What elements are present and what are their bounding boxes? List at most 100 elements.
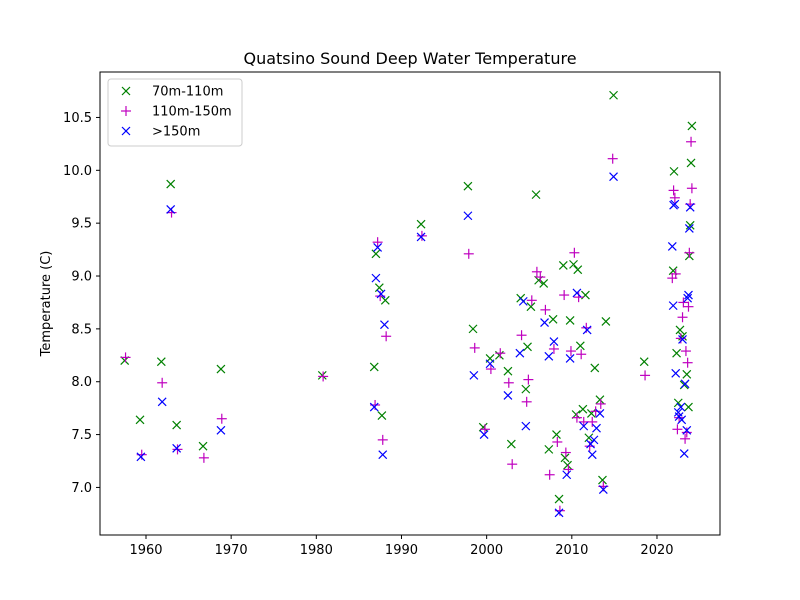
- data-point-70m-110m: [669, 166, 679, 176]
- data-point-70m-110m: [317, 370, 327, 380]
- data-point-150m: [676, 402, 686, 412]
- data-point-70m-110m: [672, 348, 681, 358]
- data-point-70m-110m: [216, 364, 226, 374]
- data-point-110m-150m: [678, 297, 689, 308]
- data-point-70m-110m: [544, 444, 554, 454]
- data-point-70m-110m: [380, 295, 390, 305]
- data-point-70m-110m: [166, 179, 176, 189]
- data-point-70m-110m: [172, 420, 182, 430]
- data-point-150m: [609, 172, 618, 182]
- data-point-70m-110m: [552, 430, 561, 440]
- data-point-70m-110m: [468, 324, 478, 334]
- legend-label: 70m-110m: [152, 85, 223, 100]
- data-point-70m-110m: [686, 158, 696, 168]
- data-point-70m-110m: [673, 398, 683, 408]
- data-point-70m-110m: [374, 283, 384, 293]
- data-point-110m-150m: [544, 469, 555, 480]
- data-point-70m-110m: [573, 265, 583, 275]
- data-point-110m-150m: [680, 433, 691, 444]
- data-point-110m-150m: [503, 377, 514, 388]
- x-tick-label: 2010: [555, 543, 588, 558]
- data-point-110m-150m: [686, 136, 697, 147]
- data-point-110m-150m: [684, 247, 695, 258]
- data-point-70m-110m: [584, 433, 594, 443]
- y-tick-label: 10.0: [63, 164, 92, 179]
- data-point-150m: [521, 421, 531, 431]
- data-point-70m-110m: [578, 404, 588, 414]
- data-point-150m: [679, 449, 689, 459]
- y-tick-label: 7.5: [71, 428, 92, 443]
- data-point-70m-110m: [569, 259, 578, 269]
- data-point-110m-150m: [469, 342, 480, 353]
- data-point-110m-150m: [560, 447, 571, 458]
- data-point-70m-110m: [575, 341, 585, 351]
- data-point-150m: [668, 301, 678, 311]
- x-tick-label: 2000: [470, 543, 503, 558]
- data-point-70m-110m: [685, 220, 695, 230]
- data-point-150m: [684, 290, 693, 300]
- data-point-110m-150m: [479, 424, 490, 435]
- data-point-150m: [166, 204, 176, 214]
- data-point-150m: [463, 211, 473, 221]
- data-point-70m-110m: [377, 411, 387, 420]
- legend-marker: [121, 126, 131, 136]
- data-point-110m-150m: [640, 370, 651, 381]
- data-point-110m-150m: [578, 416, 589, 427]
- data-point-150m: [216, 425, 226, 435]
- data-point-150m: [595, 409, 605, 418]
- data-point-70m-110m: [590, 363, 600, 373]
- data-point-70m-110m: [684, 402, 693, 412]
- data-point-150m: [685, 202, 695, 212]
- data-point-150m: [518, 296, 528, 306]
- y-tick-label: 9.0: [71, 270, 92, 285]
- data-point-110m-150m: [559, 290, 570, 301]
- data-point-110m-150m: [681, 427, 692, 438]
- data-point-70m-110m: [609, 90, 618, 100]
- data-point-110m-150m: [540, 304, 551, 315]
- data-point-150m: [554, 508, 564, 518]
- data-point-150m: [582, 325, 592, 335]
- data-point-70m-110m: [135, 415, 145, 425]
- data-point-110m-150m: [495, 348, 506, 359]
- data-point-110m-150m: [377, 434, 388, 445]
- y-tick-label: 8.0: [71, 375, 92, 390]
- data-point-110m-150m: [587, 416, 598, 427]
- data-point-150m: [682, 425, 692, 435]
- data-point-110m-150m: [381, 331, 392, 342]
- data-point-70m-110m: [156, 357, 166, 367]
- data-point-110m-150m: [670, 268, 681, 279]
- y-tick-label: 7.0: [71, 481, 92, 496]
- data-point-110m-150m: [526, 295, 537, 306]
- legend-marker: [121, 86, 131, 96]
- data-point-150m: [677, 415, 687, 425]
- legend: 70m-110m 110m-150m >150m: [107, 78, 243, 147]
- x-tick-label: 1960: [129, 543, 162, 558]
- x-tick-label: 2020: [640, 543, 673, 558]
- data-point-110m-150m: [120, 352, 131, 363]
- legend-marker: [121, 106, 131, 116]
- data-point-150m: [136, 452, 146, 462]
- data-point-150m: [479, 430, 489, 440]
- data-point-150m: [416, 232, 426, 242]
- data-point-70m-110m: [198, 441, 208, 451]
- data-points: [120, 90, 697, 518]
- data-point-110m-150m: [672, 424, 683, 435]
- y-tick-label: 9.5: [71, 217, 92, 232]
- data-point-70m-110m: [563, 460, 572, 470]
- data-point-150m: [378, 450, 388, 460]
- data-point-110m-150m: [569, 247, 580, 258]
- data-point-110m-150m: [565, 346, 576, 357]
- data-point-110m-150m: [318, 371, 329, 382]
- chart-title: Quatsino Sound Deep Water Temperature: [243, 49, 576, 68]
- data-point-70m-110m: [371, 249, 381, 259]
- data-point-110m-150m: [531, 266, 542, 277]
- data-point-70m-110m: [521, 384, 531, 394]
- data-point-70m-110m: [598, 475, 607, 485]
- x-axis: 1960 1970 1980 1990 2000 2010 2020: [129, 535, 674, 558]
- data-point-150m: [380, 320, 389, 330]
- data-point-110m-150m: [521, 396, 532, 407]
- data-point-70m-110m: [595, 395, 605, 405]
- data-point-70m-110m: [675, 325, 685, 335]
- y-tick-label: 8.5: [71, 322, 92, 337]
